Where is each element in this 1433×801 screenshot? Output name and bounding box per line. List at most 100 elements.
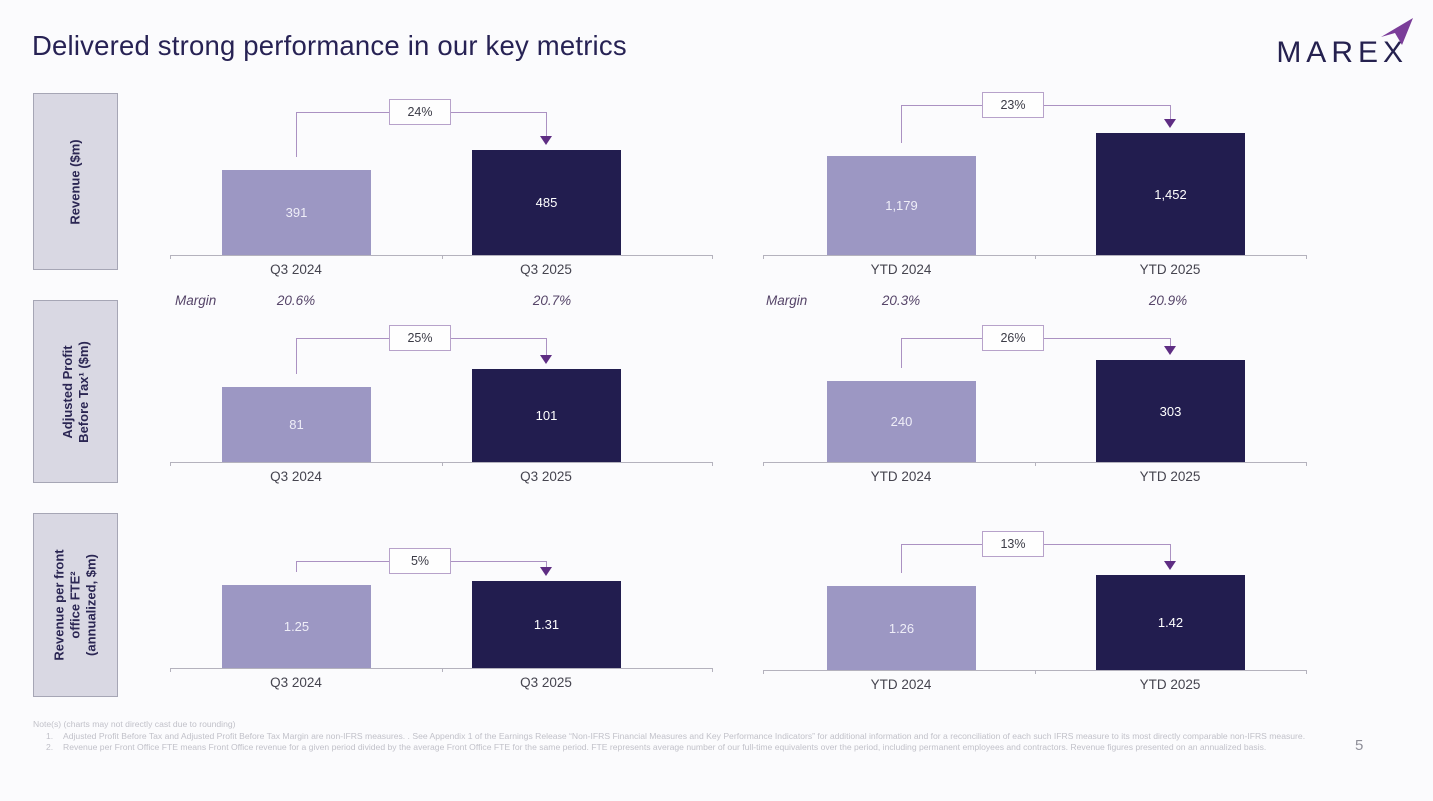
bar-value-label: 485 — [535, 195, 558, 210]
chart-revenue-per-front-office-fte-quarterly: 1.25 Q3 2024 1.31 Q3 2025 5% — [170, 547, 713, 698]
axis-tick — [712, 255, 713, 259]
bar-value-label: 391 — [285, 205, 308, 220]
margin-label: Margin — [766, 293, 808, 308]
arrow-down-icon — [540, 567, 552, 576]
arrow-down-icon — [540, 136, 552, 145]
connector-line — [296, 338, 389, 339]
chart-revenue-quarterly: 391 Q3 2024 485 Q3 2025 24% — [170, 98, 713, 285]
metric-label-line: Revenue per front — [51, 549, 67, 661]
metric-label-adjusted-pbt: Adjusted Profit Before Tax¹ ($m) — [33, 300, 118, 483]
axis-tick — [712, 668, 713, 672]
metric-label-line: office FTE² — [67, 571, 83, 639]
connector-line — [901, 105, 982, 106]
connector-line — [451, 338, 546, 339]
bar-prior-period: 1.26 — [827, 586, 976, 670]
connector-line — [1044, 338, 1170, 339]
x-axis-label: Q3 2024 — [270, 262, 322, 277]
x-axis-label: Q3 2024 — [270, 469, 322, 484]
footnote-item-1: 1. Adjusted Profit Before Tax and Adjust… — [33, 731, 1331, 742]
margin-value: 20.3% — [881, 293, 921, 308]
x-axis-label: YTD 2025 — [1139, 677, 1201, 692]
arrow-down-icon — [1164, 561, 1176, 570]
connector-line — [546, 338, 547, 355]
metric-label-line: Before Tax¹ ($m) — [75, 340, 91, 443]
footnotes: Note(s) (charts may not directly cast du… — [33, 719, 1331, 752]
bar-current-period: 1,452 — [1096, 133, 1245, 255]
metric-label-line: Adjusted Profit — [59, 344, 75, 439]
axis-tick — [170, 462, 171, 466]
metric-label-revenue-per-fte: Revenue per front office FTE² (annualized,… — [33, 513, 118, 697]
axis-tick — [763, 462, 764, 466]
connector-line — [901, 105, 902, 143]
x-axis — [170, 462, 713, 463]
connector-line — [901, 338, 902, 368]
x-axis-label: Q3 2025 — [520, 675, 572, 690]
connector-line — [901, 544, 982, 545]
axis-tick — [1306, 255, 1307, 259]
axis-tick — [442, 255, 443, 259]
x-axis — [170, 255, 713, 256]
footnote-header: Note(s) (charts may not directly cast du… — [33, 719, 236, 729]
connector-line — [1170, 544, 1171, 561]
page-number: 5 — [1355, 737, 1364, 754]
connector-line — [296, 338, 297, 374]
axis-tick — [170, 255, 171, 259]
connector-line — [296, 561, 297, 572]
bar-prior-period: 1,179 — [827, 156, 976, 255]
bar-prior-period: 81 — [222, 387, 371, 462]
connector-line — [546, 561, 547, 567]
axis-tick — [1035, 670, 1036, 674]
bar-current-period: 303 — [1096, 360, 1245, 462]
axis-tick — [1306, 462, 1307, 466]
x-axis-label: YTD 2025 — [1139, 262, 1201, 277]
bar-value-label: 240 — [890, 414, 913, 429]
x-axis-label: YTD 2024 — [870, 677, 932, 692]
marex-logo: MAREX — [1276, 18, 1413, 70]
x-axis-label: Q3 2025 — [520, 469, 572, 484]
connector-line — [296, 561, 389, 562]
change-percentage-badge: 13% — [982, 531, 1044, 557]
connector-line — [451, 561, 546, 562]
x-axis-label: Q3 2025 — [520, 262, 572, 277]
arrow-down-icon — [540, 355, 552, 364]
chart-adjusted-pbt-quarterly: 81 Q3 2024 101 Q3 2025 25% — [170, 324, 713, 492]
metric-label-text: Adjusted Profit Before Tax¹ ($m) — [60, 341, 92, 443]
connector-line — [1170, 105, 1171, 119]
x-axis-label: YTD 2024 — [870, 469, 932, 484]
connector-line — [1044, 105, 1170, 106]
marex-dart-icon — [1381, 18, 1413, 45]
connector-line — [451, 112, 546, 113]
axis-tick — [1035, 462, 1036, 466]
footnote-item-2: 2. Revenue per Front Office FTE means Fr… — [33, 742, 1331, 753]
bar-value-label: 1.31 — [533, 617, 560, 632]
footnote-number: 1. — [46, 730, 54, 741]
connector-line — [1044, 544, 1170, 545]
margin-value: 20.7% — [532, 293, 572, 308]
bar-prior-period: 391 — [222, 170, 371, 255]
connector-line — [901, 338, 982, 339]
axis-tick — [442, 462, 443, 466]
margin-value: 20.6% — [276, 293, 316, 308]
metric-label-text: Revenue per front office FTE² (annualized,… — [52, 549, 100, 660]
x-axis-label: Q3 2024 — [270, 675, 322, 690]
footnote-text: Adjusted Profit Before Tax and Adjusted … — [63, 730, 1306, 741]
axis-tick — [442, 668, 443, 672]
connector-line — [296, 112, 389, 113]
metric-label-line: Revenue ($m) — [67, 138, 83, 225]
axis-tick — [1306, 670, 1307, 674]
connector-line — [901, 544, 902, 573]
bar-current-period: 1.31 — [472, 581, 621, 668]
arrow-down-icon — [1164, 346, 1176, 355]
bar-current-period: 1.42 — [1096, 575, 1245, 670]
bar-current-period: 101 — [472, 369, 621, 462]
margin-label: Margin — [175, 293, 217, 308]
change-percentage-badge: 25% — [389, 325, 451, 351]
bar-value-label: 1,452 — [1154, 186, 1187, 202]
x-axis-label: YTD 2024 — [870, 262, 932, 277]
change-percentage-badge: 24% — [389, 99, 451, 125]
bar-value-label: 303 — [1159, 403, 1182, 419]
bar-value-label: 1.26 — [888, 620, 915, 636]
bar-value-label: 1.25 — [283, 619, 310, 634]
slide-title: Delivered strong performance in our key … — [32, 30, 627, 61]
